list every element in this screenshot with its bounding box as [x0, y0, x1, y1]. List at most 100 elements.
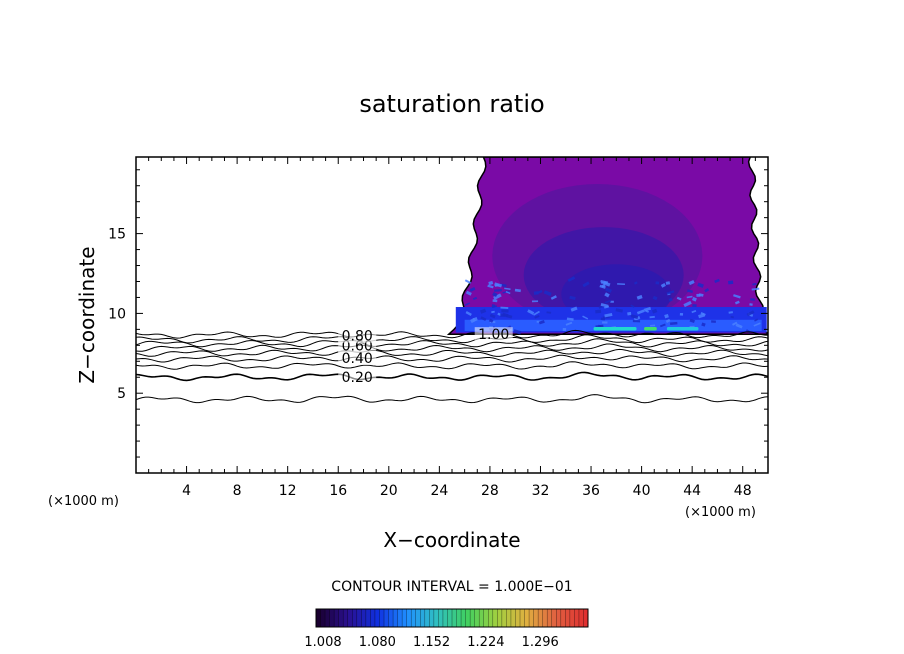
colorbar-cell	[374, 609, 380, 627]
cloud-speckle	[652, 295, 658, 301]
cloud-speckle	[543, 290, 552, 297]
cloud-speckle	[669, 321, 678, 326]
cloud-speckle	[595, 309, 602, 314]
cloud-speckle	[683, 300, 692, 308]
cloud-speckle	[514, 288, 521, 293]
cloud-speckle	[746, 310, 755, 317]
cloud-speckle	[601, 284, 606, 288]
colorbar-cell	[497, 609, 503, 627]
cloud-speckle	[686, 295, 693, 299]
cloud-speckle	[711, 320, 716, 323]
cloud-speckle	[750, 298, 755, 301]
cloud-speckle	[643, 306, 652, 312]
cloud-speckle	[600, 317, 606, 321]
cloud-speckle	[582, 281, 590, 288]
x-unit-right: (×1000 m)	[685, 505, 756, 520]
cloud-speckle	[493, 293, 502, 300]
cloud-speckle	[602, 321, 608, 324]
colorbar-cell	[529, 609, 534, 627]
colorbar-cell	[574, 609, 580, 627]
cloud-speckle	[494, 282, 503, 288]
cloud-speckle	[472, 296, 478, 301]
cloud-speckle	[728, 311, 733, 314]
colorbar-cell	[556, 609, 562, 627]
colorbar-cell	[379, 609, 385, 627]
x-tick-label: 16	[329, 483, 347, 499]
colorbar-tick-label: 1.224	[467, 635, 504, 650]
colorbar-cell	[388, 609, 394, 627]
contour-label-bg	[474, 327, 513, 342]
cloud-speckle	[704, 288, 710, 293]
cloud-speckle	[604, 312, 613, 318]
cloud-speckle	[505, 314, 513, 319]
contour-line	[136, 394, 768, 404]
colorbar-cell	[560, 609, 566, 627]
cloud-speckle	[659, 323, 666, 328]
cloud-speckle	[688, 279, 695, 286]
colorbar-cell	[569, 609, 575, 627]
cloud-speckle	[696, 293, 701, 297]
contour-line	[136, 371, 768, 382]
cloud-speckle	[531, 300, 539, 303]
cloud-speckle	[535, 289, 543, 295]
colorbar-cell	[365, 609, 371, 627]
colorbar-cell	[361, 609, 367, 627]
cloud-speckle	[668, 297, 673, 302]
contour-label-bg	[338, 370, 377, 385]
colorbar-cell	[470, 609, 476, 627]
colorbar-cell	[325, 609, 330, 627]
cloud-speckle	[733, 294, 741, 299]
x-tick-label: 20	[380, 483, 398, 499]
colorbar-cell	[461, 609, 466, 627]
colorbar-cell	[402, 609, 408, 627]
colorbar-cell	[452, 609, 457, 627]
cloud-speckle	[492, 299, 498, 303]
contour-lines	[136, 329, 768, 404]
cloud-speckle	[749, 303, 753, 306]
cloud-speckle	[534, 315, 540, 319]
colorbar-frame	[315, 608, 589, 628]
chart-title: saturation ratio	[359, 90, 544, 118]
cloud-streak	[644, 326, 657, 331]
cloud-speckle	[633, 281, 638, 285]
y-axis-title: Z−coordinate	[75, 246, 99, 383]
colorbar-cell	[510, 609, 516, 627]
cloud-speckle	[567, 276, 576, 282]
cloud-speckle	[752, 282, 757, 286]
colorbar-cell	[538, 609, 544, 627]
contour-label: 0.20	[342, 370, 373, 386]
colorbar-tick-label: 1.152	[413, 635, 450, 650]
y-tick-label: 10	[108, 306, 126, 322]
colorbar-cell	[420, 609, 426, 627]
cloud-speckle	[513, 329, 522, 335]
cloud-speckle	[649, 315, 655, 319]
contour-line	[136, 334, 768, 344]
colorbar-cell	[447, 609, 453, 627]
cloud-speckle	[665, 318, 671, 323]
colorbar-cell	[533, 609, 539, 627]
cloud-speckle	[565, 321, 573, 326]
colorbar-cell	[406, 609, 412, 627]
cloud-speckle	[645, 309, 649, 313]
colorbar-cell	[411, 609, 417, 627]
cloud-speckle	[488, 318, 494, 323]
y-tick-label: 15	[108, 227, 126, 243]
cloud-speckle	[615, 308, 623, 313]
cloud-speckle	[632, 320, 641, 323]
colorbar-cell	[384, 609, 389, 627]
cloud-speckle	[697, 282, 704, 288]
cloud-speckle	[469, 287, 476, 292]
cloud-speckle	[676, 296, 682, 301]
colorbar-cell	[506, 609, 512, 627]
colorbar-cell	[343, 609, 349, 627]
contour-label-bg	[338, 351, 377, 366]
cloud-speckle	[698, 313, 706, 319]
cloud-speckle	[492, 291, 498, 298]
cloud-speckle	[570, 306, 578, 312]
cloud-speckle	[472, 317, 478, 322]
cloud-streak	[666, 326, 699, 331]
cloud-base-band-bright	[464, 319, 762, 331]
x-tick-label: 8	[233, 483, 242, 499]
colorbar-cell	[520, 609, 525, 627]
x-tick-label: 24	[430, 483, 448, 499]
